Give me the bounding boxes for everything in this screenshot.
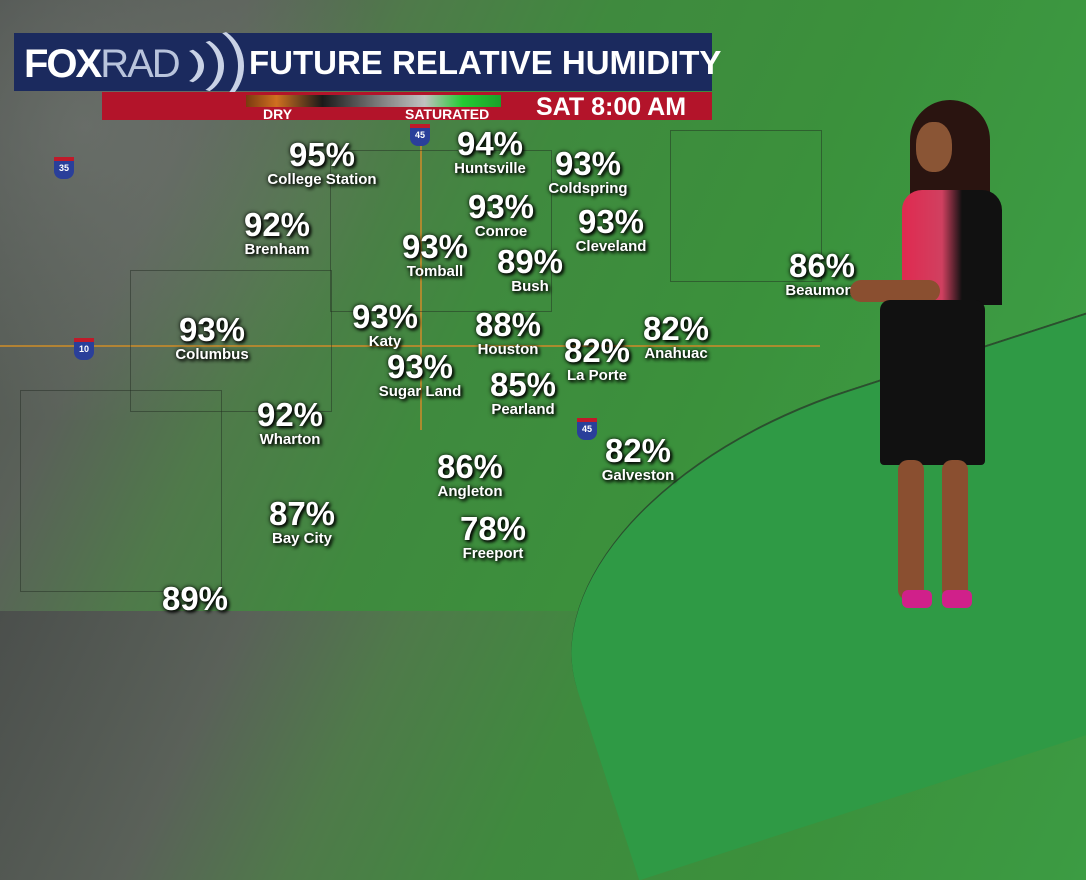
interstate-45 [420,130,422,430]
city-partial: 89% [161,580,229,617]
city-la-porte: 82% La Porte [563,332,631,384]
city-bay-city: 87% Bay City [268,495,336,547]
highway-shield: 45 [410,124,430,146]
humidity-color-scale [246,95,501,107]
city-freeport: 78% Freeport [459,510,527,562]
presenter [850,100,1020,611]
city-huntsville: 94% Huntsville [454,125,526,177]
city-cleveland: 93% Cleveland [575,203,647,255]
presenter-leg [898,460,924,600]
scale-label-dry: DRY [263,106,293,122]
foxrad-logo: FOXRAD [24,42,181,86]
highway-shield: 35 [54,157,74,179]
county-border [670,130,822,282]
forecast-time: SAT 8:00 AM [536,93,687,121]
interstate-10 [0,345,820,347]
map-title: FUTURE RELATIVE HUMIDITY [249,44,722,81]
presenter-leg [942,460,968,600]
radar-rings-logo [168,26,244,106]
highway-shield: 45 [577,418,597,440]
city-college-station: 95% College Station [267,136,377,188]
city-tomball: 93% Tomball [401,228,469,280]
county-border [130,270,332,412]
city-beaumont: 86% Beaumont [785,247,859,299]
scale-label-saturated: SATURATED [405,106,490,122]
presenter-skirt [880,300,985,465]
county-border [330,150,552,312]
radar-rings-logo [152,46,204,86]
city-galveston: 82% Galveston [601,432,675,484]
city-katy: 93% Katy [351,298,419,350]
city-brenham: 92% Brenham [243,206,311,258]
city-anahuac: 82% Anahuac [642,310,710,362]
presenter-arm [850,280,940,302]
city-sugar-land: 93% Sugar Land [378,348,462,400]
city-angleton: 86% Angleton [436,448,504,500]
city-columbus: 93% Columbus [175,311,249,363]
highway-shield: 10 [74,338,94,360]
radar-rings-logo [160,36,224,96]
county-border [20,390,222,592]
city-bush: 89% Bush [496,243,564,295]
title-banner [14,33,712,91]
presenter-shoe [942,590,972,608]
city-wharton: 92% Wharton [256,396,324,448]
city-houston: 88% Houston [474,306,542,358]
city-coldspring: 93% Coldspring [548,145,628,197]
presenter-face [916,122,952,172]
city-conroe: 93% Conroe [467,188,535,240]
presenter-shoe [902,590,932,608]
city-pearland: 85% Pearland [489,366,557,418]
